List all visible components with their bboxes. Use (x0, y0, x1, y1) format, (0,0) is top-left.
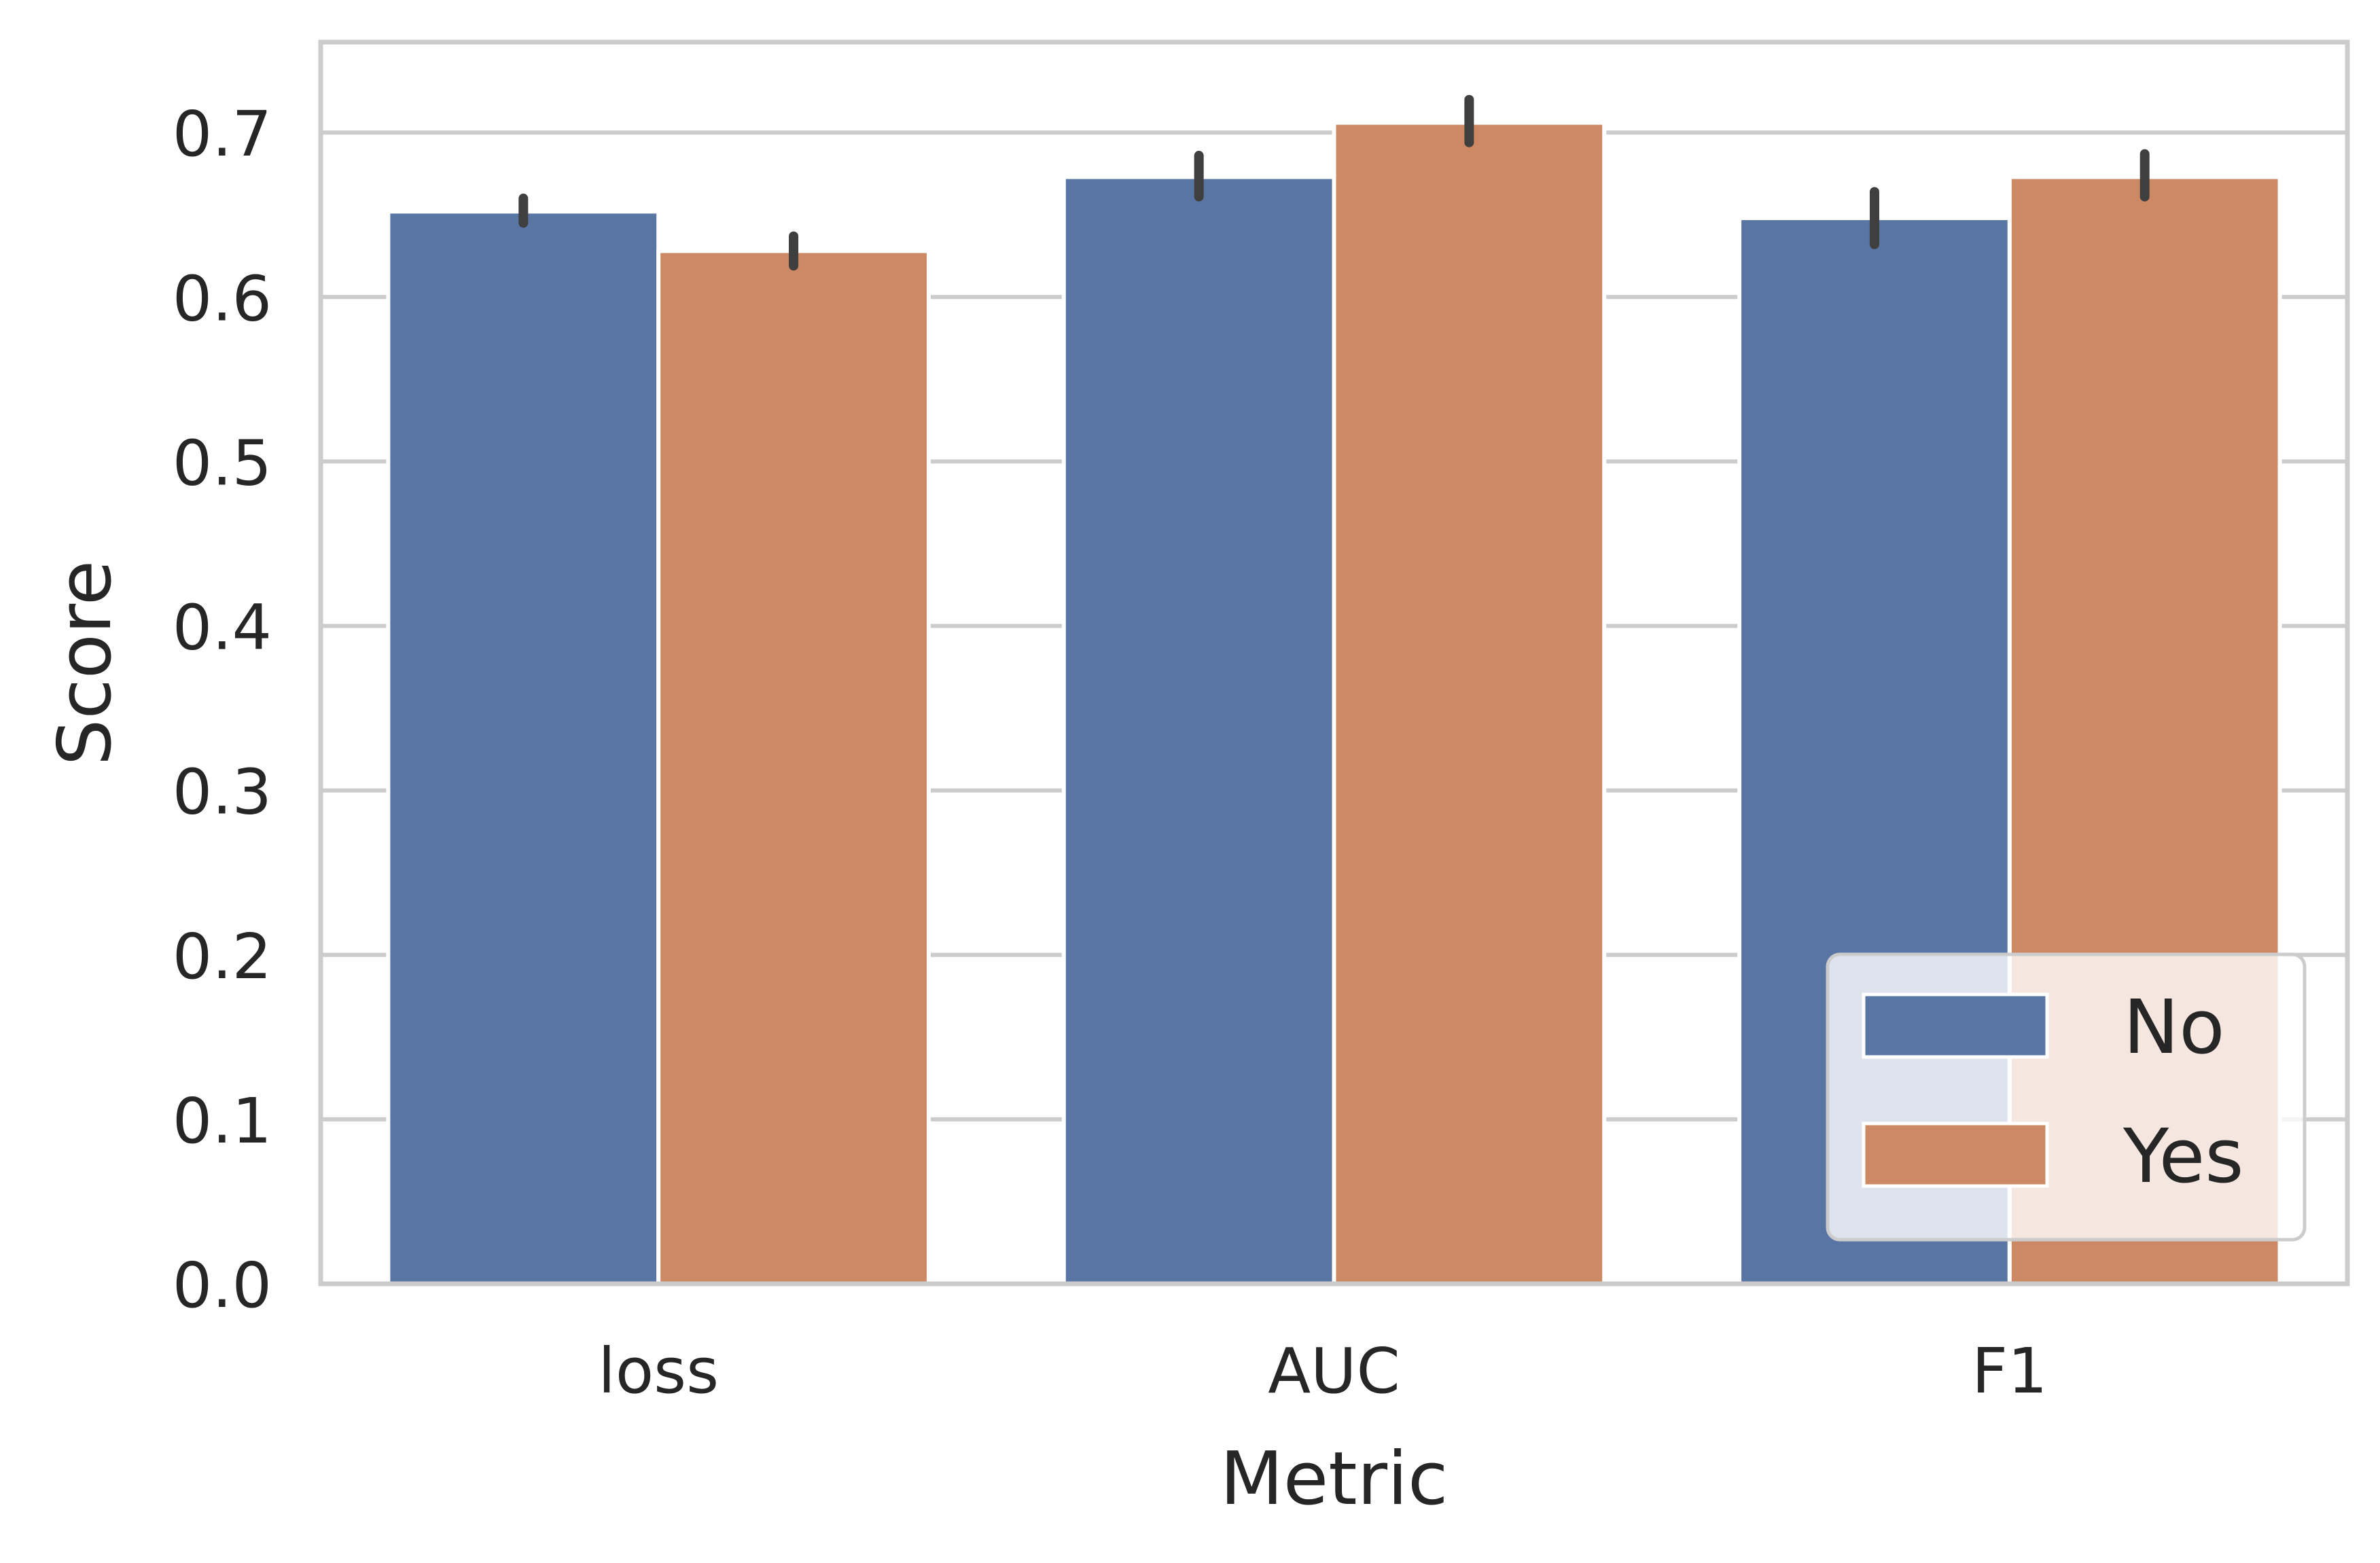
y-tick-label: 0.0 (173, 1249, 272, 1322)
x-tick-label: AUC (1268, 1335, 1400, 1407)
y-tick-label: 0.4 (173, 592, 272, 664)
x-tick-label: loss (598, 1335, 719, 1407)
y-axis-label: Score (43, 560, 128, 766)
y-tick-label: 0.1 (173, 1085, 272, 1157)
y-tick-label: 0.3 (173, 756, 272, 829)
legend-label-no: No (2123, 984, 2225, 1071)
x-tick-label: F1 (1972, 1335, 2047, 1407)
x-tick-labels: loss AUC F1 (598, 1335, 2047, 1407)
bar-loss-no (386, 209, 661, 1286)
legend-label-yes: Yes (2123, 1113, 2244, 1200)
x-axis-label: Metric (1220, 1437, 1449, 1522)
bar-auc-yes (1332, 120, 1607, 1286)
bar-auc-no (1061, 175, 1336, 1287)
plot-frame (318, 39, 2350, 1287)
y-tick-label: 0.6 (173, 262, 272, 335)
error-bars (518, 94, 2150, 271)
y-tick-label: 0.2 (173, 920, 272, 993)
y-tick-label: 0.7 (173, 98, 272, 170)
legend: No Yes (1826, 952, 2307, 1242)
y-tick-label: 0.5 (173, 427, 272, 499)
y-tick-labels: 0.0 0.1 0.2 0.3 0.4 0.5 0.6 0.7 (173, 98, 272, 1322)
legend-swatch-yes (1862, 1121, 2049, 1188)
legend-swatch-no (1862, 992, 2049, 1059)
bar-loss-yes (656, 249, 931, 1287)
